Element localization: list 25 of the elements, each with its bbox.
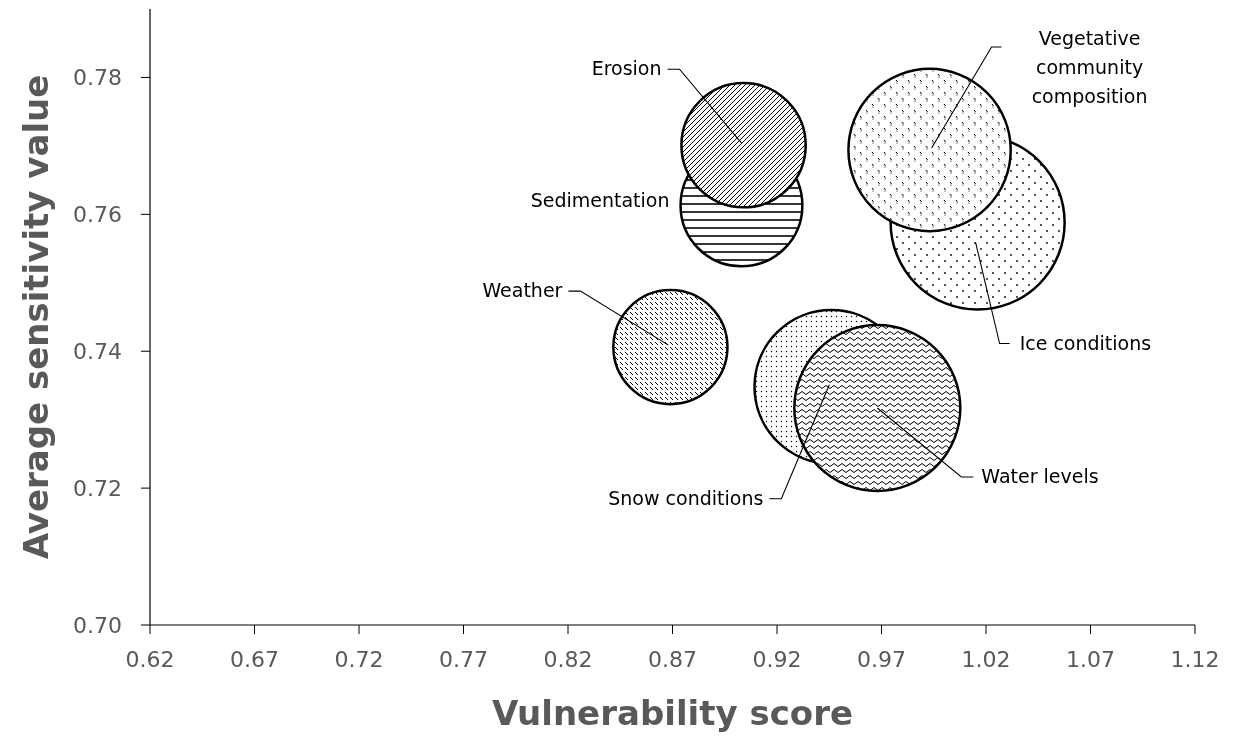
x-tick-label: 0.72 — [334, 647, 384, 672]
x-tick-label: 0.92 — [752, 647, 802, 672]
text: Erosion — [591, 57, 662, 80]
series-label: Vegetative community composition — [1031, 27, 1148, 107]
y-tick-label: 0.78 — [73, 65, 122, 91]
y-tick-label: 0.76 — [73, 202, 122, 228]
x-tick-label: 0.77 — [439, 647, 488, 672]
x-tick-label: 0.82 — [543, 647, 593, 672]
x-tick-label: 1.02 — [961, 647, 1011, 672]
x-tick-label: 0.87 — [648, 647, 697, 672]
y-axis-title: Average sensitivity value — [16, 74, 56, 560]
text: Weather — [482, 279, 563, 302]
y-tick-label: 0.74 — [73, 338, 122, 364]
y-tick-label: 0.70 — [73, 612, 122, 638]
series-label: Sedimentation — [530, 189, 670, 212]
text: Snow conditions — [608, 486, 764, 509]
x-tick-label: 0.67 — [230, 647, 279, 672]
x-tick-label: 1.12 — [1170, 647, 1220, 672]
x-axis-title: Vulnerability score — [491, 693, 854, 733]
x-tick-label: 0.97 — [857, 647, 906, 672]
series-label: Ice conditions — [1019, 331, 1152, 354]
x-tick-label: 1.07 — [1066, 647, 1115, 672]
series-label: Water levels — [981, 465, 1099, 488]
x-tick-label: 0.62 — [125, 647, 175, 672]
y-tick-label: 0.72 — [73, 475, 122, 501]
